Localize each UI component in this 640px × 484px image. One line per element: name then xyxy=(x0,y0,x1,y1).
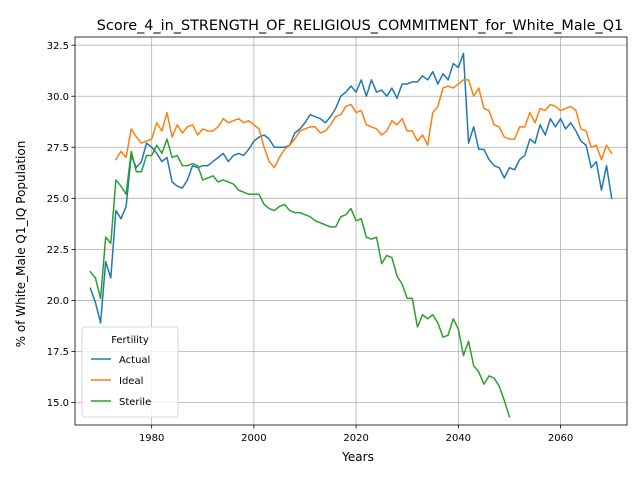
series-line-sterile xyxy=(89,138,511,418)
x-tick-label: 2060 xyxy=(548,433,573,444)
y-tick-label: 15.0 xyxy=(47,398,69,409)
y-tick-label: 22.5 xyxy=(47,245,69,256)
y-tick-label: 17.5 xyxy=(47,347,69,358)
y-tick-label: 20.0 xyxy=(47,296,69,307)
y-tick-label: 25.0 xyxy=(47,194,69,205)
x-axis-label: Years xyxy=(341,450,374,464)
legend: Fertility Actual Ideal Sterile xyxy=(81,326,179,418)
legend-label-actual: Actual xyxy=(119,355,150,366)
chart-title: Score_4_in_STRENGTH_OF_RELIGIOUS_COMMITM… xyxy=(97,18,623,34)
series-line-ideal xyxy=(114,79,613,169)
legend-label-sterile: Sterile xyxy=(119,397,151,408)
series-lines xyxy=(89,52,613,418)
x-tick-label: 2040 xyxy=(446,433,471,444)
legend-title: Fertility xyxy=(111,335,149,346)
y-axis-label: % of White_Male Q1_IQ Population xyxy=(14,141,28,348)
legend-label-ideal: Ideal xyxy=(119,376,143,387)
legend-box xyxy=(81,326,179,418)
axis-ticks: 1980 2000 2020 2040 2060 15.0 17.5 20.0 22.5 25.0… xyxy=(47,41,574,444)
y-tick-label: 32.5 xyxy=(47,41,69,52)
y-tick-label: 30.0 xyxy=(47,92,69,103)
y-tick-label: 27.5 xyxy=(47,143,69,154)
x-tick-label: 1980 xyxy=(139,433,164,444)
series-line-actual xyxy=(89,52,613,324)
axes-frame xyxy=(74,36,628,426)
x-tick-label: 2020 xyxy=(343,433,368,444)
x-tick-label: 2000 xyxy=(241,433,266,444)
